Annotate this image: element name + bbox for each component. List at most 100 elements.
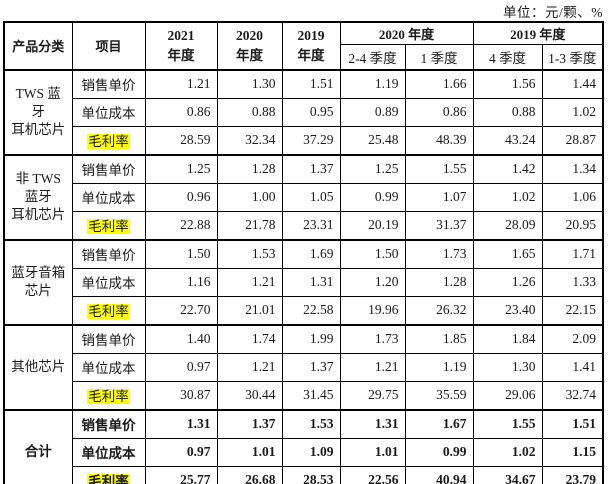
value-cell: 0.99 bbox=[339, 182, 406, 212]
value-cell: 1.34 bbox=[541, 153, 604, 184]
value-cell: 1.15 bbox=[541, 437, 604, 467]
value-cell: 28.59 bbox=[144, 125, 218, 155]
row-label: 单位成本 bbox=[71, 97, 146, 127]
value-cell: 25.77 bbox=[144, 465, 218, 484]
table-row: 毛利率 30.87 30.44 31.45 29.75 35.59 29.06 32.74 bbox=[4, 380, 604, 410]
value-cell: 1.01 bbox=[339, 437, 406, 467]
value-cell: 34.67 bbox=[472, 465, 543, 484]
value-cell: 20.95 bbox=[541, 210, 604, 240]
highlighted-label: 毛利率 bbox=[87, 219, 130, 234]
value-cell: 1.37 bbox=[216, 408, 283, 439]
highlighted-label: 毛利率 bbox=[87, 389, 130, 404]
highlighted-label: 毛利率 bbox=[87, 134, 130, 149]
value-cell: 1.21 bbox=[216, 352, 283, 382]
row-label: 单位成本 bbox=[71, 182, 146, 212]
value-cell: 22.56 bbox=[339, 465, 406, 484]
value-cell: 1.19 bbox=[339, 68, 406, 99]
value-cell: 1.44 bbox=[541, 68, 604, 99]
table-row: 合计 销售单价 1.31 1.37 1.53 1.31 1.67 1.55 1.51 bbox=[3, 408, 604, 484]
value-cell: 0.88 bbox=[216, 97, 283, 127]
header-q4-2019: 4 季度 bbox=[472, 44, 543, 70]
row-label: 毛利率 bbox=[71, 465, 146, 484]
value-cell: 21.01 bbox=[216, 295, 283, 325]
value-cell: 1.25 bbox=[144, 153, 218, 184]
table-row: 单位成本 0.97 1.21 1.37 1.21 1.19 1.30 1.41 bbox=[4, 352, 604, 382]
unit-label: 单位：元/颗、% bbox=[503, 5, 603, 20]
row-label: 毛利率 bbox=[71, 295, 146, 325]
table-row: 单位成本 1.16 1.21 1.31 1.20 1.28 1.26 1.33 bbox=[4, 267, 604, 297]
value-cell: 1.42 bbox=[472, 153, 543, 184]
value-cell: 1.73 bbox=[404, 238, 474, 269]
row-label: 毛利率 bbox=[71, 125, 146, 155]
value-cell: 22.70 bbox=[144, 295, 218, 325]
value-cell: 1.00 bbox=[216, 182, 283, 212]
value-cell: 1.74 bbox=[216, 323, 283, 354]
value-cell: 48.39 bbox=[404, 125, 474, 155]
header-item: 项目 bbox=[71, 21, 146, 70]
value-cell: 1.66 bbox=[404, 68, 474, 99]
value-cell: 26.32 bbox=[404, 295, 474, 325]
table-body: TWS 蓝牙 耳机芯片 销售单价 1.21 1.30 1.51 1.19 1.66 1.56 1… bbox=[3, 68, 604, 484]
row-label: 销售单价 bbox=[71, 323, 146, 354]
value-cell: 0.86 bbox=[404, 97, 474, 127]
value-cell: 1.01 bbox=[216, 437, 283, 467]
value-cell: 1.31 bbox=[281, 267, 341, 297]
value-cell: 29.75 bbox=[339, 380, 406, 410]
value-cell: 23.79 bbox=[541, 465, 604, 484]
value-cell: 28.09 bbox=[472, 210, 543, 240]
value-cell: 35.59 bbox=[404, 380, 474, 410]
value-cell: 1.73 bbox=[339, 323, 406, 354]
header-row-quarters: 2-4 季度 1 季度 4 季度 1-3 季度 bbox=[4, 44, 604, 70]
value-cell: 1.07 bbox=[404, 182, 474, 212]
value-cell: 1.06 bbox=[541, 182, 604, 212]
table-row: TWS 蓝牙 耳机芯片 销售单价 1.21 1.30 1.51 1.19 1.66 1.56 1… bbox=[3, 68, 604, 155]
value-cell: 22.88 bbox=[144, 210, 218, 240]
table-row: 毛利率 28.59 32.34 37.29 25.48 48.39 43.24 28.87 bbox=[4, 125, 604, 155]
header-row-top: 产品分类 项目 2021 年度 2020 年度 2019 年度 2020 年度 … bbox=[3, 21, 604, 70]
value-cell: 1.55 bbox=[472, 408, 543, 439]
value-cell: 1.53 bbox=[281, 408, 341, 439]
highlighted-label: 毛利率 bbox=[87, 474, 130, 484]
header-q2-4-2020: 2-4 季度 bbox=[339, 44, 406, 70]
value-cell: 1.25 bbox=[339, 153, 406, 184]
value-cell: 0.97 bbox=[144, 437, 218, 467]
value-cell: 1.02 bbox=[541, 97, 604, 127]
header-2020-year-group: 2020 年度 bbox=[339, 21, 474, 45]
value-cell: 1.21 bbox=[339, 352, 406, 382]
value-cell: 26.68 bbox=[216, 465, 283, 484]
value-cell: 1.84 bbox=[472, 323, 543, 354]
table-row: 其他芯片 销售单价 1.40 1.74 1.99 1.73 1.85 1.84 2.09 bbox=[3, 323, 604, 410]
value-cell: 1.30 bbox=[216, 68, 283, 99]
value-cell: 1.37 bbox=[281, 352, 341, 382]
header-2020-year: 2020 年度 bbox=[216, 21, 283, 70]
value-cell: 1.02 bbox=[472, 182, 543, 212]
gross-margin-table: 产品分类 项目 2021 年度 2020 年度 2019 年度 2020 年度 … bbox=[3, 21, 604, 484]
value-cell: 1.65 bbox=[472, 238, 543, 269]
value-cell: 1.26 bbox=[472, 267, 543, 297]
value-cell: 1.41 bbox=[541, 352, 604, 382]
table-row: 毛利率 25.77 26.68 28.53 22.56 40.94 34.67 23.79 bbox=[4, 465, 604, 484]
value-cell: 23.40 bbox=[472, 295, 543, 325]
table-row: 毛利率 22.88 21.78 23.31 20.19 31.37 28.09 20.95 bbox=[4, 210, 604, 240]
value-cell: 1.28 bbox=[404, 267, 474, 297]
value-cell: 1.85 bbox=[404, 323, 474, 354]
category-cell: 非 TWS 蓝牙 耳机芯片 bbox=[3, 153, 73, 240]
table-row: 蓝牙音箱 芯片 销售单价 1.50 1.53 1.69 1.50 1.73 1.65 1.71 bbox=[3, 238, 604, 325]
value-cell: 31.37 bbox=[404, 210, 474, 240]
row-label: 销售单价 bbox=[71, 408, 146, 439]
value-cell: 0.95 bbox=[281, 97, 341, 127]
value-cell: 0.99 bbox=[404, 437, 474, 467]
value-cell: 21.78 bbox=[216, 210, 283, 240]
value-cell: 28.53 bbox=[281, 465, 341, 484]
value-cell: 1.09 bbox=[281, 437, 341, 467]
table-row: 单位成本 0.86 0.88 0.95 0.89 0.86 0.88 1.02 bbox=[4, 97, 604, 127]
value-cell: 20.19 bbox=[339, 210, 406, 240]
value-cell: 40.94 bbox=[404, 465, 474, 484]
value-cell: 1.31 bbox=[144, 408, 218, 439]
value-cell: 1.28 bbox=[216, 153, 283, 184]
value-cell: 1.50 bbox=[144, 238, 218, 269]
row-label: 单位成本 bbox=[71, 437, 146, 467]
value-cell: 1.71 bbox=[541, 238, 604, 269]
value-cell: 0.88 bbox=[472, 97, 543, 127]
header-2021-year: 2021 年度 bbox=[144, 21, 218, 70]
